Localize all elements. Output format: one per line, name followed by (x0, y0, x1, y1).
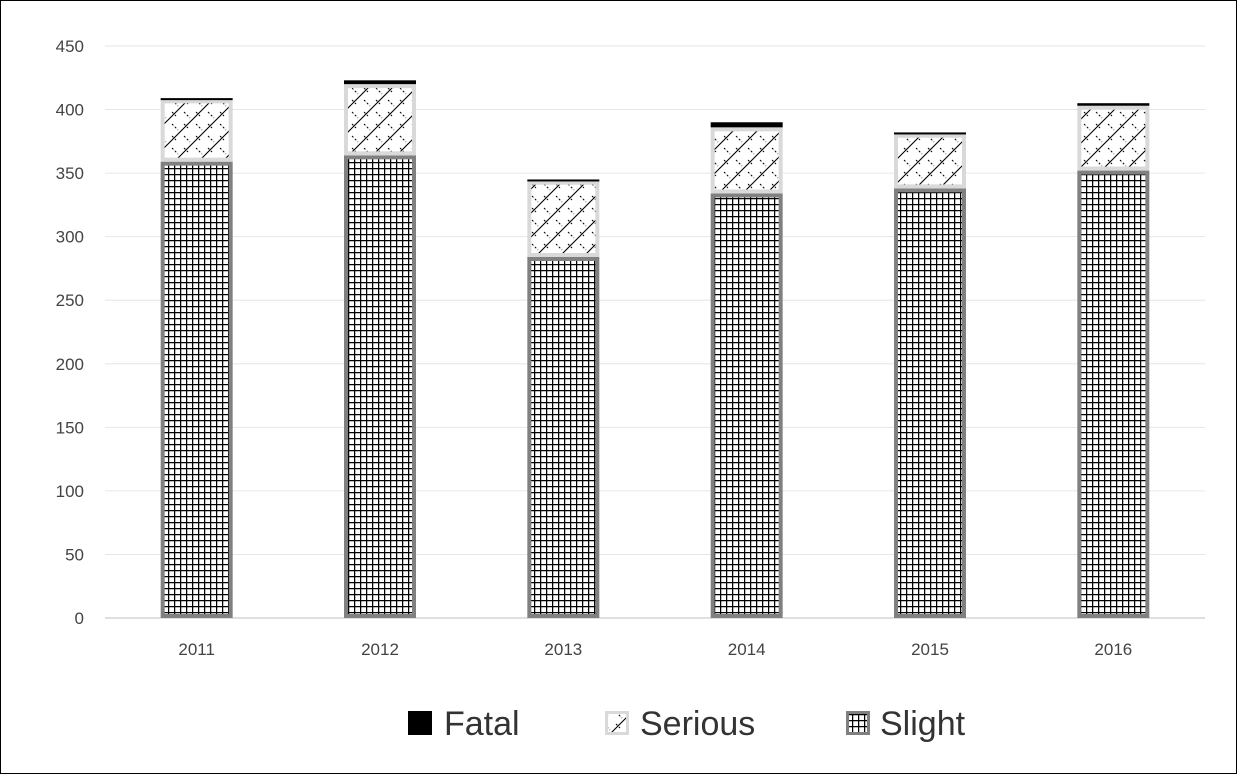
y-tick-label: 300 (56, 228, 84, 247)
x-tick-label: 2015 (911, 640, 949, 659)
y-tick-label: 350 (56, 164, 84, 183)
y-tick-label: 100 (56, 482, 84, 501)
legend: Fatal Serious Slight (408, 705, 966, 743)
x-axis: 2011 2012 2013 2014 2015 2016 (178, 640, 1132, 659)
bar-serious-2014 (710, 127, 783, 194)
bar-slight-2012 (344, 155, 416, 618)
bar-slight-2015 (894, 188, 966, 618)
legend-swatch-slight (846, 711, 870, 735)
x-tick-label: 2011 (178, 640, 215, 659)
legend-label-fatal: Fatal (444, 705, 520, 743)
bar-serious-2016 (1077, 105, 1150, 171)
bar-fatal-2015 (894, 132, 966, 135)
bar-slight-2011 (160, 161, 233, 618)
y-tick-label: 50 (65, 545, 84, 564)
legend-label-serious: Serious (640, 705, 755, 743)
y-tick-label: 400 (56, 101, 84, 120)
gridlines (105, 45, 1205, 619)
bar-serious-2015 (894, 133, 966, 189)
y-tick-label: 150 (56, 418, 84, 437)
y-tick-label: 250 (56, 291, 84, 310)
bar-serious-2013 (527, 180, 600, 258)
x-tick-label: 2013 (544, 640, 582, 659)
y-axis: 0 50 100 150 200 250 300 350 400 450 (56, 37, 84, 628)
bar-serious-2012 (344, 84, 416, 156)
legend-item-slight: Slight (846, 705, 966, 743)
legend-swatch-fatal (408, 711, 432, 735)
bar-fatal-2012 (344, 80, 416, 85)
bar-slight-2016 (1077, 170, 1150, 619)
x-tick-label: 2014 (728, 640, 766, 659)
legend-swatch-serious (605, 711, 629, 735)
x-tick-label: 2016 (1094, 640, 1132, 659)
bar-fatal-2016 (1077, 103, 1150, 106)
bar-fatal-2014 (710, 122, 783, 128)
legend-item-fatal: Fatal (408, 705, 520, 743)
bar-serious-2011 (160, 99, 233, 162)
bars (160, 80, 1150, 619)
bar-fatal-2013 (527, 179, 600, 182)
legend-item-serious: Serious (605, 705, 755, 743)
bar-slight-2014 (710, 193, 783, 618)
y-tick-label: 450 (56, 37, 84, 56)
y-tick-label: 200 (56, 355, 84, 374)
x-tick-label: 2012 (361, 640, 399, 659)
y-tick-label: 0 (75, 609, 84, 628)
bar-slight-2013 (527, 257, 600, 618)
legend-label-slight: Slight (880, 705, 966, 743)
bar-fatal-2011 (160, 98, 233, 101)
